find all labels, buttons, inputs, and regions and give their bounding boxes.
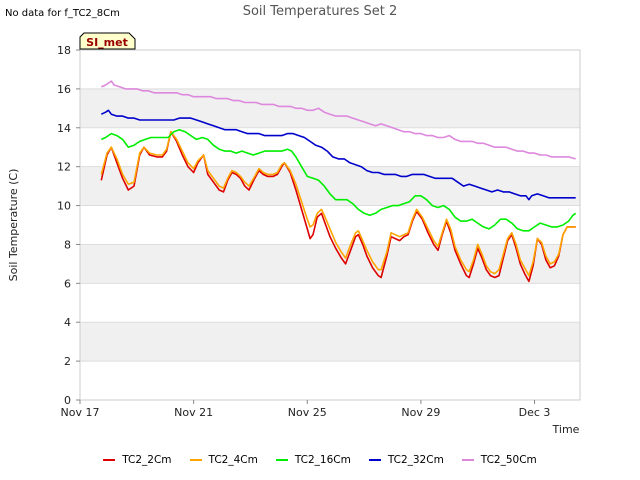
series-line-tc2-16cm: [100, 128, 577, 232]
series-line-tc2-4cm: [100, 130, 576, 277]
legend-label: TC2_4Cm: [208, 454, 258, 466]
legend-item: TC2_32Cm: [368, 454, 444, 466]
y-tick-label: 0: [64, 394, 71, 407]
annotation-box: [79, 32, 136, 50]
annotation-badge: SI_met: [79, 32, 136, 50]
chart-title: Soil Temperatures Set 2: [243, 4, 398, 19]
y-tick-label: 8: [64, 238, 71, 251]
legend-swatch: [368, 459, 381, 461]
legend-item: TC2_2Cm: [103, 454, 172, 466]
series-lines: [100, 80, 577, 283]
y-tick-label: 10: [57, 200, 71, 213]
band: [80, 322, 580, 362]
y-tick-label: 16: [57, 83, 71, 96]
legend: TC2_2Cm TC2_4Cm TC2_16Cm TC2_32Cm TC2_50Cm: [0, 454, 640, 466]
band: [80, 166, 580, 206]
legend-item: TC2_16Cm: [275, 454, 351, 466]
legend-item: TC2_50Cm: [461, 454, 537, 466]
legend-label: TC2_50Cm: [480, 454, 537, 466]
series-line-tc2-2cm: [100, 130, 576, 283]
plot-frame: [79, 49, 581, 401]
legend-swatch: [461, 459, 474, 461]
legend-swatch: [103, 459, 116, 461]
legend-item: TC2_4Cm: [189, 454, 258, 466]
legend-label: TC2_32Cm: [387, 454, 444, 466]
legend-label: TC2_16Cm: [294, 454, 351, 466]
series-line-tc2-50cm: [100, 80, 576, 160]
y-tick-label: 14: [57, 122, 71, 135]
x-tick-label: Nov 17: [61, 406, 100, 419]
y-axis-ticks: 0 2 4 6 8 10 12 14 16 18: [57, 44, 80, 407]
x-axis-ticks: Nov 17 Nov 21 Nov 25 Nov 29 Dec 3: [61, 400, 551, 419]
band: [80, 88, 580, 128]
y-axis-label: Soil Temperature (C): [7, 169, 20, 282]
legend-label: TC2_2Cm: [122, 454, 172, 466]
x-axis-label: Time: [552, 423, 580, 436]
y-tick-label: 12: [57, 161, 71, 174]
x-tick-label: Nov 21: [174, 406, 213, 419]
y-tick-label: 2: [64, 355, 71, 368]
y-tick-label: 4: [64, 316, 71, 329]
annotation-text: SI_met: [86, 36, 128, 49]
background-bands: [80, 88, 580, 362]
x-tick-label: Nov 25: [288, 406, 327, 419]
legend-swatch: [189, 459, 202, 461]
legend-swatch: [275, 459, 288, 461]
y-tick-label: 6: [64, 277, 71, 290]
y-tick-label: 18: [57, 44, 71, 57]
no-data-note: No data for f_TC2_8Cm: [5, 8, 120, 19]
x-tick-label: Nov 29: [401, 406, 440, 419]
series-line-tc2-32cm: [100, 109, 576, 201]
x-tick-label: Dec 3: [519, 406, 551, 419]
